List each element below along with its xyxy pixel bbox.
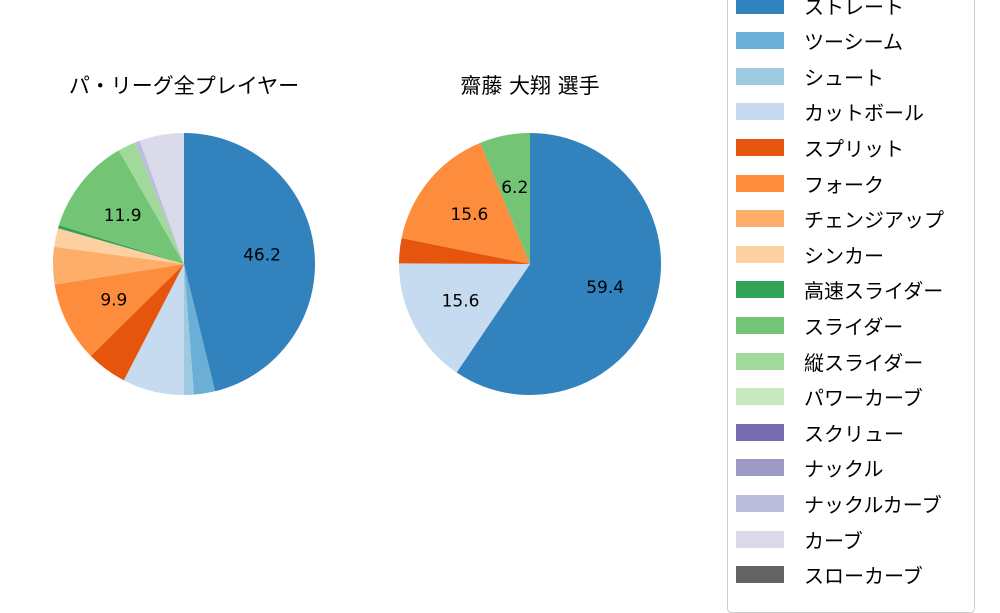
legend-label: スローカーブ	[804, 564, 923, 589]
legend-item: スクリュー	[736, 420, 904, 446]
legend-swatch	[736, 210, 784, 228]
legend-swatch	[736, 245, 784, 263]
legend-label: ツーシーム	[804, 30, 903, 55]
pie-slice	[135, 140, 184, 264]
legend-swatch	[736, 281, 784, 299]
slice-value-label: 15.6	[450, 205, 488, 225]
legend-swatch	[736, 423, 784, 441]
legend-item: カットボール	[736, 100, 924, 126]
pie-league-all-players: 46.2 9.9 11.9	[52, 133, 315, 395]
legend-label: スライダー	[804, 314, 904, 339]
legend-label: 高速スライダー	[804, 279, 944, 304]
slice-value-label: 15.6	[442, 292, 480, 312]
pie-player: 59.4 15.6 15.6 6.2	[399, 133, 662, 396]
legend-swatch	[736, 388, 784, 406]
legend-swatch	[736, 174, 784, 192]
legend-item: ナックルカーブ	[736, 491, 942, 517]
legend-item: ツーシーム	[736, 29, 903, 55]
pie-slice	[184, 264, 194, 395]
chart-title-league: パ・リーグ全プレイヤー	[68, 74, 300, 98]
pie-slice	[57, 225, 184, 264]
legend-swatch	[736, 103, 784, 121]
legend-label: カーブ	[804, 528, 863, 553]
legend-label: スクリュー	[804, 421, 904, 446]
pie-slice	[118, 142, 184, 264]
legend-item: スローカーブ	[736, 563, 923, 589]
legend-label: 縦スライダー	[804, 350, 924, 375]
legend-label: パワーカーブ	[804, 386, 923, 411]
legend-item: スライダー	[736, 313, 904, 339]
legend-label: チェンジアップ	[804, 208, 944, 233]
legend-item: パワーカーブ	[736, 385, 923, 411]
legend-item: ナックル	[736, 456, 884, 482]
legend-item: シュート	[736, 64, 884, 90]
legend-item: ストレート	[736, 0, 904, 19]
legend-swatch	[736, 138, 784, 156]
pie-slice	[58, 150, 184, 264]
legend-swatch	[736, 459, 784, 477]
legend-swatch	[736, 0, 784, 14]
pie-slice	[184, 264, 215, 395]
legend-label: ナックル	[804, 457, 884, 482]
pie-charts: 46.2 9.9 11.9 59.4 15.6 15.6 6.2	[52, 133, 662, 396]
legend-item: カーブ	[736, 527, 863, 553]
pie-slice	[184, 133, 315, 392]
legend-label: シンカー	[804, 243, 884, 268]
slice-value-label: 59.4	[586, 278, 624, 298]
pie-slice	[399, 238, 530, 264]
pie-slice	[401, 142, 530, 264]
pie-slice	[139, 133, 184, 264]
legend-swatch	[736, 566, 784, 584]
legend-item: シンカー	[736, 242, 884, 268]
chart-title-player: 齋藤 大翔 選手	[460, 74, 600, 98]
legend-swatch	[736, 32, 784, 50]
legend-item: スプリット	[736, 135, 904, 161]
pie-slice	[54, 228, 184, 264]
pie-slice	[90, 264, 184, 381]
slice-value-label: 6.2	[501, 178, 528, 198]
legend-label: シュート	[804, 65, 884, 90]
legend-swatch	[736, 67, 784, 85]
legend-item: フォーク	[736, 171, 884, 197]
slice-value-label: 9.9	[100, 290, 127, 310]
legend-item: 高速スライダー	[736, 278, 944, 304]
pie-slice	[456, 133, 662, 396]
pie-slice	[123, 264, 184, 395]
slice-value-label: 46.2	[243, 246, 281, 266]
pie-slice	[480, 133, 530, 264]
pie-slice	[52, 246, 184, 285]
legend-swatch	[736, 352, 784, 370]
legend-label: フォーク	[804, 172, 884, 197]
legend-label: カットボール	[804, 101, 924, 126]
pie-slice	[54, 264, 185, 357]
legend: ストレートツーシームシュートカットボール スプリットフォークチェンジアップ シンカー…	[727, 0, 975, 613]
legend-label: ストレート	[804, 0, 904, 19]
legend-label: スプリット	[804, 136, 904, 161]
pie-slice	[399, 263, 530, 373]
legend-swatch	[736, 316, 784, 334]
legend-label: ナックルカーブ	[804, 492, 942, 517]
legend-item: チェンジアップ	[736, 207, 944, 233]
slice-value-label: 11.9	[104, 206, 142, 226]
legend-swatch	[736, 530, 784, 548]
legend-item: 縦スライダー	[736, 349, 924, 375]
legend-swatch	[736, 494, 784, 512]
